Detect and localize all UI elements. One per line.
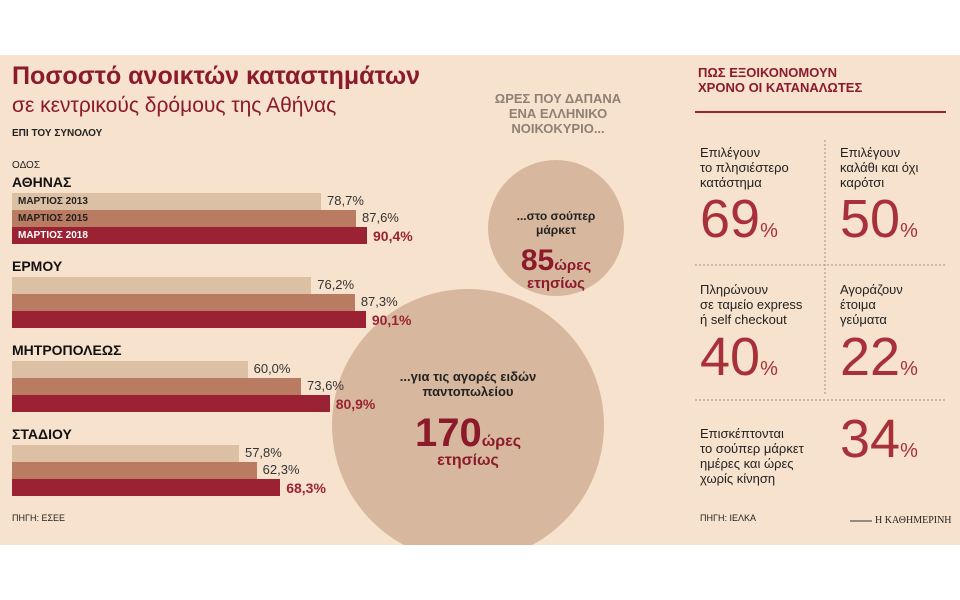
bar — [12, 361, 248, 378]
bubble — [488, 160, 624, 296]
item-value: 22% — [840, 330, 918, 384]
item-value: 34% — [840, 412, 918, 466]
bar — [12, 193, 322, 210]
bubble-number: 170 — [414, 411, 482, 455]
percent-sign: % — [900, 440, 918, 462]
note: ΕΠΙ ΤΟΥ ΣΥΝΟΛΟΥ — [12, 128, 103, 139]
category-label: ΜΗΤΡΟΠΟΛΕΩΣ — [12, 342, 122, 358]
source: ΠΗΓΗ: ΙΕΛΚΑ — [700, 513, 756, 523]
item-label: Επιλέγουν καλάθι και όχι καρότσι — [840, 145, 919, 190]
value-label: 60,0% — [253, 361, 291, 376]
value-label: 78,7% — [327, 193, 364, 208]
legend-label: ΜΑΡΤΙΟΣ 2015 — [18, 213, 88, 224]
value-label: 62,3% — [262, 462, 300, 477]
bar — [12, 378, 302, 395]
title: Ποσοστό ανοικτών καταστημάτων — [12, 62, 421, 90]
bar — [12, 294, 355, 311]
item-label: Αγοράζουν έτοιμα γεύματα — [840, 282, 903, 327]
value-label: 57,8% — [244, 445, 282, 460]
shapes — [332, 111, 946, 545]
percent-sign: % — [760, 220, 778, 242]
percent-sign: % — [900, 358, 918, 380]
value-label: 76,2% — [317, 277, 355, 292]
legend-label: ΜΑΡΤΙΟΣ 2018 — [18, 230, 88, 241]
bar — [12, 210, 356, 227]
item-value: 40% — [700, 330, 778, 384]
value-label: 80,9% — [335, 396, 376, 412]
bubble-unit: ώρες ετησίως — [527, 257, 592, 292]
bubble-value: 85ώρες ετησίως — [446, 246, 666, 292]
bar — [12, 311, 366, 328]
value-label: 90,4% — [373, 228, 413, 244]
axis-label: ΟΔΟΣ — [12, 160, 40, 171]
bar — [12, 462, 257, 479]
bar — [12, 227, 367, 244]
bubble-label: ...στο σούπερ μάρκετ — [516, 209, 596, 237]
item-number: 40 — [700, 327, 761, 387]
item-label: Επιλέγουν το πλησιέστερο κατάστημα — [700, 145, 789, 190]
bubble-value: 170ώρες ετησίως — [358, 413, 578, 469]
percent-sign: % — [760, 358, 778, 380]
bubble-number: 85 — [520, 244, 555, 277]
item-label: Πληρώνουν σε ταμείο express ή self check… — [700, 282, 803, 327]
item-number: 22 — [840, 327, 901, 387]
value-label: 87,6% — [362, 210, 399, 225]
bar — [12, 277, 312, 294]
bubble-unit: ώρες ετησίως — [437, 433, 522, 469]
subtitle: σε κεντρικούς δρόμους της Αθήνας — [12, 94, 337, 117]
value-label: 87,3% — [360, 294, 398, 309]
bar — [12, 445, 239, 462]
panel-title: ΠΩΣ ΕΞΟΙΚΟΝΟΜΟΥΝ ΧΡΟΝΟ ΟΙ ΚΑΤΑΝΑΛΩΤΕΣ — [698, 65, 863, 95]
item-number: 34 — [840, 409, 901, 469]
credit: Η ΚΑΘΗΜΕΡΙΝΗ — [875, 515, 952, 526]
item-value: 69% — [700, 192, 778, 246]
category-label: ΣΤΑΔΙΟΥ — [12, 426, 72, 442]
category-label: ΑΘΗΝΑΣ — [12, 174, 72, 190]
bar — [12, 479, 281, 496]
value-label: 90,1% — [371, 312, 412, 328]
category-label: ΕΡΜΟΥ — [12, 258, 63, 274]
value-label: 68,3% — [286, 480, 326, 496]
bar — [12, 395, 330, 412]
item-number: 69 — [700, 189, 761, 249]
bubble-title: ΩΡΕΣ ΠΟΥ ΔΑΠΑΝΑ ΕΝΑ ΕΛΛΗΝΙΚΟ ΝΟΙΚΟΚΥΡΙΟ.… — [494, 91, 622, 136]
bubble-label: ...για τις αγορές ειδών παντοπωλείου — [399, 369, 537, 399]
legend-label: ΜΑΡΤΙΟΣ 2013 — [18, 196, 88, 207]
item-number: 50 — [840, 189, 901, 249]
item-label: Επισκέπτονται το σούπερ μάρκετ ημέρες κα… — [700, 426, 804, 486]
bubble — [332, 289, 604, 545]
percent-sign: % — [900, 220, 918, 242]
item-value: 50% — [840, 192, 918, 246]
value-label: 73,6% — [307, 378, 344, 393]
source: ΠΗΓΗ: ΕΣΕΕ — [12, 513, 66, 523]
